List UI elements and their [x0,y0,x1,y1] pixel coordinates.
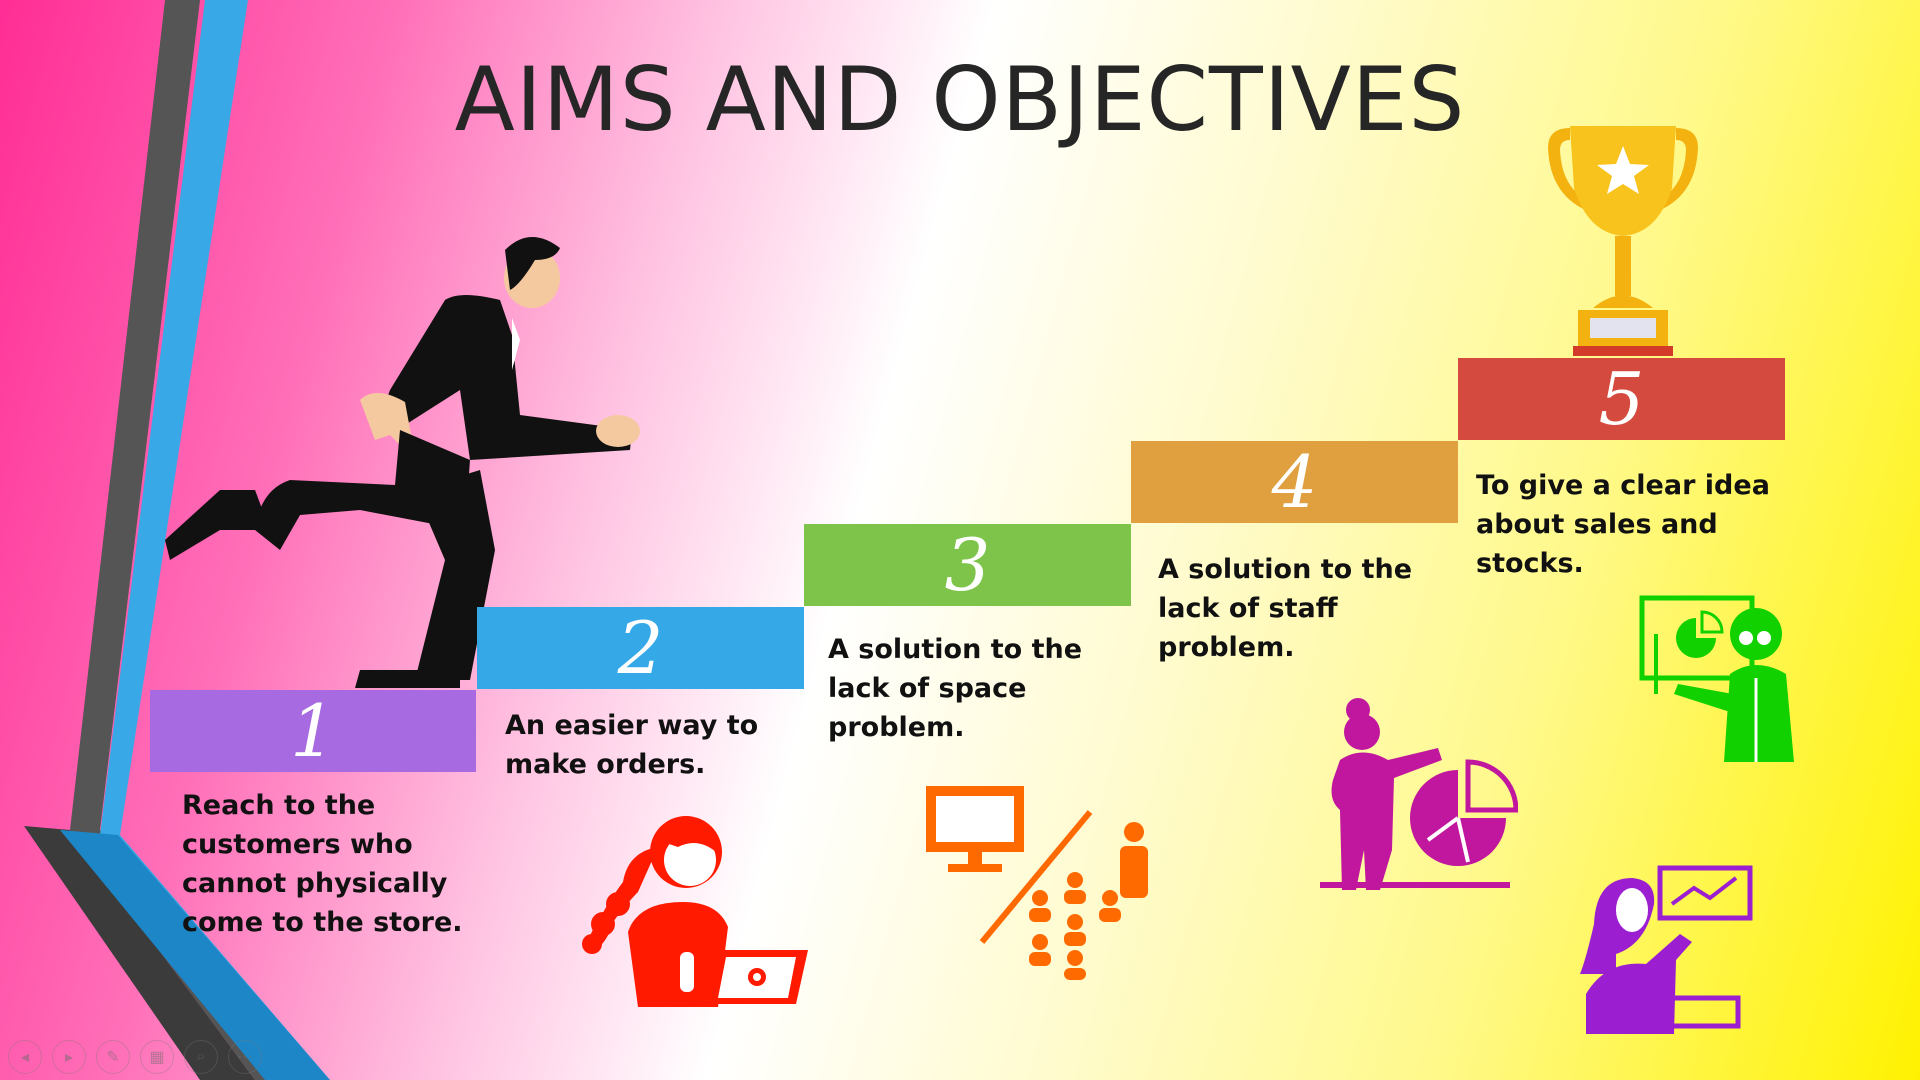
ellipsis-icon: ⋯ [237,1049,253,1066]
step-1: 1 [150,689,476,773]
slide-title: AIMS AND OBJECTIVES [454,48,1466,151]
step-4-text: A solution to the lack of staff problem. [1158,554,1413,663]
pen-tool-button[interactable]: ✎ [96,1040,130,1074]
step-5: 5 [1458,357,1785,441]
step-1-text: Reach to the customers who cannot physic… [182,790,463,938]
step-4: 4 [1131,440,1458,524]
magnifier-icon: ⌕ [196,1048,206,1065]
pen-icon: ✎ [106,1049,120,1066]
previous-slide-button[interactable]: ◂ [8,1040,42,1074]
step-5-text: To give a clear idea about sales and sto… [1476,470,1770,579]
pie-chart-presenter-icon [1320,698,1518,890]
zoom-button[interactable]: ⌕ [184,1040,218,1074]
arrow-left-icon: ◂ [20,1049,30,1066]
more-options-button[interactable]: ⋯ [228,1040,262,1074]
step-2: 2 [477,606,804,690]
teacher-board-icon [1639,595,1794,762]
see-all-slides-button[interactable]: ▦ [140,1040,174,1074]
businessman-running-icon [165,236,640,688]
step-2-text: An easier way to make orders. [505,710,759,780]
step-3-text: A solution to the lack of space problem. [828,634,1083,743]
step-3: 3 [804,523,1131,607]
next-slide-button[interactable]: ▸ [52,1040,86,1074]
monitor-people-icon [926,786,1148,980]
presentation-toolbar: ◂ ▸ ✎ ▦ ⌕ ⋯ [8,1040,262,1074]
trophy-icon [1548,126,1698,356]
woman-laptop-icon [582,816,808,1007]
decorative-stripes [24,0,330,1080]
arrow-right-icon: ▸ [64,1049,74,1066]
presenter-chart-icon [1580,865,1753,1034]
slides-grid-icon: ▦ [149,1049,165,1066]
